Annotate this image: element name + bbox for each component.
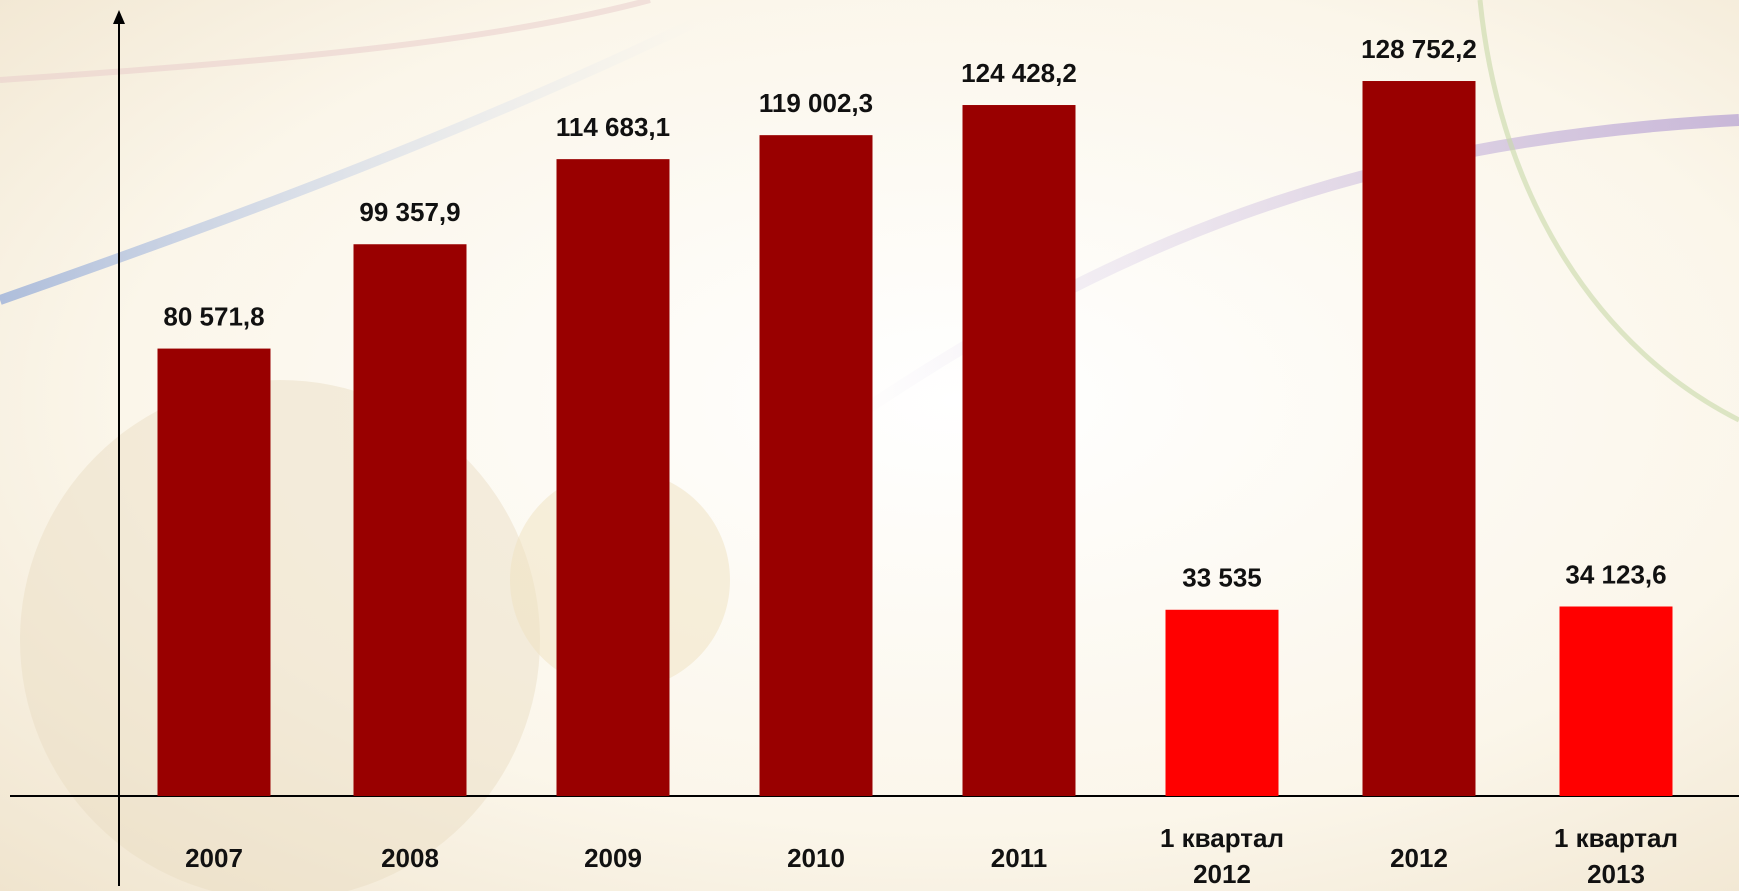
- bar: [962, 105, 1076, 797]
- x-tick-label: 2010: [787, 843, 845, 873]
- x-tick-label: 2009: [584, 843, 642, 873]
- bar: [1165, 609, 1279, 796]
- value-label: 114 683,1: [556, 112, 670, 142]
- value-label: 80 571,8: [163, 301, 264, 331]
- value-label: 33 535: [1182, 563, 1262, 593]
- x-tick-label: 2007: [185, 843, 243, 873]
- value-label: 99 357,9: [359, 197, 460, 227]
- value-label: 128 752,2: [1361, 34, 1477, 64]
- bar: [353, 244, 467, 796]
- x-tick-label: 2012: [1390, 843, 1448, 873]
- x-tick-label: 1 квартал 2012: [1160, 823, 1284, 889]
- x-tick-label-line: 1 квартал: [1160, 823, 1284, 853]
- decoration: [0, 0, 651, 83]
- bar: [759, 135, 873, 796]
- decoration: [846, 114, 1739, 425]
- x-tick-label: 1 квартал 2013: [1554, 823, 1678, 889]
- x-tick-label: 2011: [991, 843, 1047, 873]
- x-tick-label-line: 2012: [1193, 859, 1251, 889]
- bar: [157, 348, 271, 796]
- value-label: 34 123,6: [1565, 559, 1666, 589]
- x-tick-label-line: 2013: [1587, 859, 1645, 889]
- value-label: 119 002,3: [759, 88, 873, 118]
- x-tick-label: 2008: [381, 843, 439, 873]
- decoration: [0, 15, 703, 305]
- bar: [556, 159, 670, 796]
- value-label: 124 428,2: [961, 58, 1077, 88]
- bar: [1559, 606, 1673, 796]
- decoration: [1477, 0, 1739, 423]
- x-tick-label-line: 1 квартал: [1554, 823, 1678, 853]
- bar: [1362, 81, 1476, 796]
- y-axis-arrow: [113, 10, 125, 24]
